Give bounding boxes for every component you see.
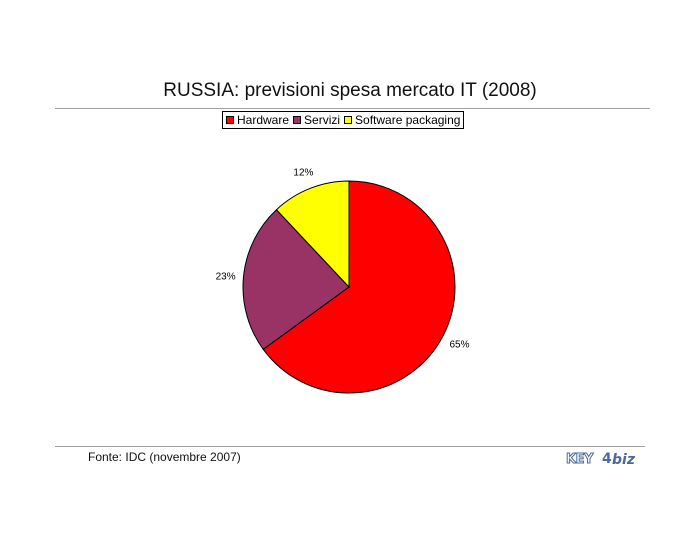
- footer-divider: [55, 446, 645, 447]
- legend-item-servizi: Servizi: [293, 113, 340, 127]
- key4biz-logo: KEY 4 biz: [566, 451, 642, 472]
- source-note: Fonte: IDC (novembre 2007): [88, 450, 241, 464]
- legend-label-software: Software packaging: [355, 113, 461, 127]
- legend-swatch-software: [344, 116, 353, 124]
- legend-label-servizi: Servizi: [304, 113, 341, 127]
- pie-slice-servizi: [242, 209, 350, 351]
- data-label-hardware: 65%: [449, 339, 469, 350]
- logo-biz-text: biz: [612, 452, 635, 468]
- chart-title: RUSSIA: previsioni spesa mercato IT (200…: [163, 80, 537, 101]
- logo-number-text: 4: [602, 451, 612, 467]
- title-divider: [55, 108, 650, 109]
- legend-swatch-hardware: [226, 116, 234, 124]
- legend-label-hardware: Hardware: [237, 113, 290, 127]
- pie-slice-software: [275, 180, 350, 289]
- logo-key-text: KEY: [566, 452, 594, 468]
- pie-slice-hardware: [262, 180, 456, 394]
- legend-item-hardware: Hardware: [226, 113, 289, 127]
- chart-legend: Hardware Servizi Software packaging: [222, 111, 465, 129]
- data-label-software: 12%: [293, 168, 313, 179]
- legend-swatch-servizi: [293, 116, 302, 124]
- data-label-servizi: 23%: [216, 271, 236, 282]
- legend-item-software: Software packaging: [344, 113, 460, 127]
